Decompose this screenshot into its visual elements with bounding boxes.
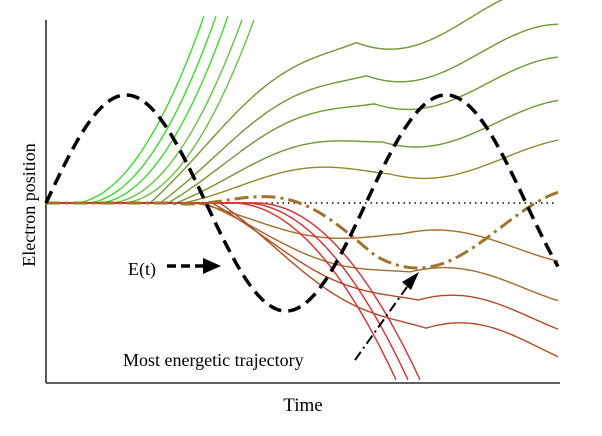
electric-field-curve: [44, 93, 560, 313]
y-axis-label: Electron position: [19, 143, 39, 266]
callout-arrowhead: [402, 272, 419, 290]
most-energetic-trajectory: [46, 190, 559, 270]
field-label: E(t): [128, 259, 156, 280]
electron-trajectory: [46, 19, 243, 204]
x-axis-label: Time: [283, 395, 322, 416]
electron-trajectory: [46, 16, 229, 204]
field-label-arrowhead: [203, 258, 221, 274]
electron-trajectory: [46, 202, 559, 330]
callout-label: Most energetic trajectory: [123, 350, 304, 370]
electron-trajectory: [46, 202, 559, 358]
electron-trajectory: [46, 19, 255, 204]
electron-trajectory: [46, 139, 559, 204]
callout-arrow: [354, 286, 408, 361]
electron-trajectory: [46, 0, 503, 204]
electron-trajectory: [46, 16, 217, 204]
electron-trajectory: [46, 16, 205, 204]
trajectory-group: [46, 0, 559, 381]
